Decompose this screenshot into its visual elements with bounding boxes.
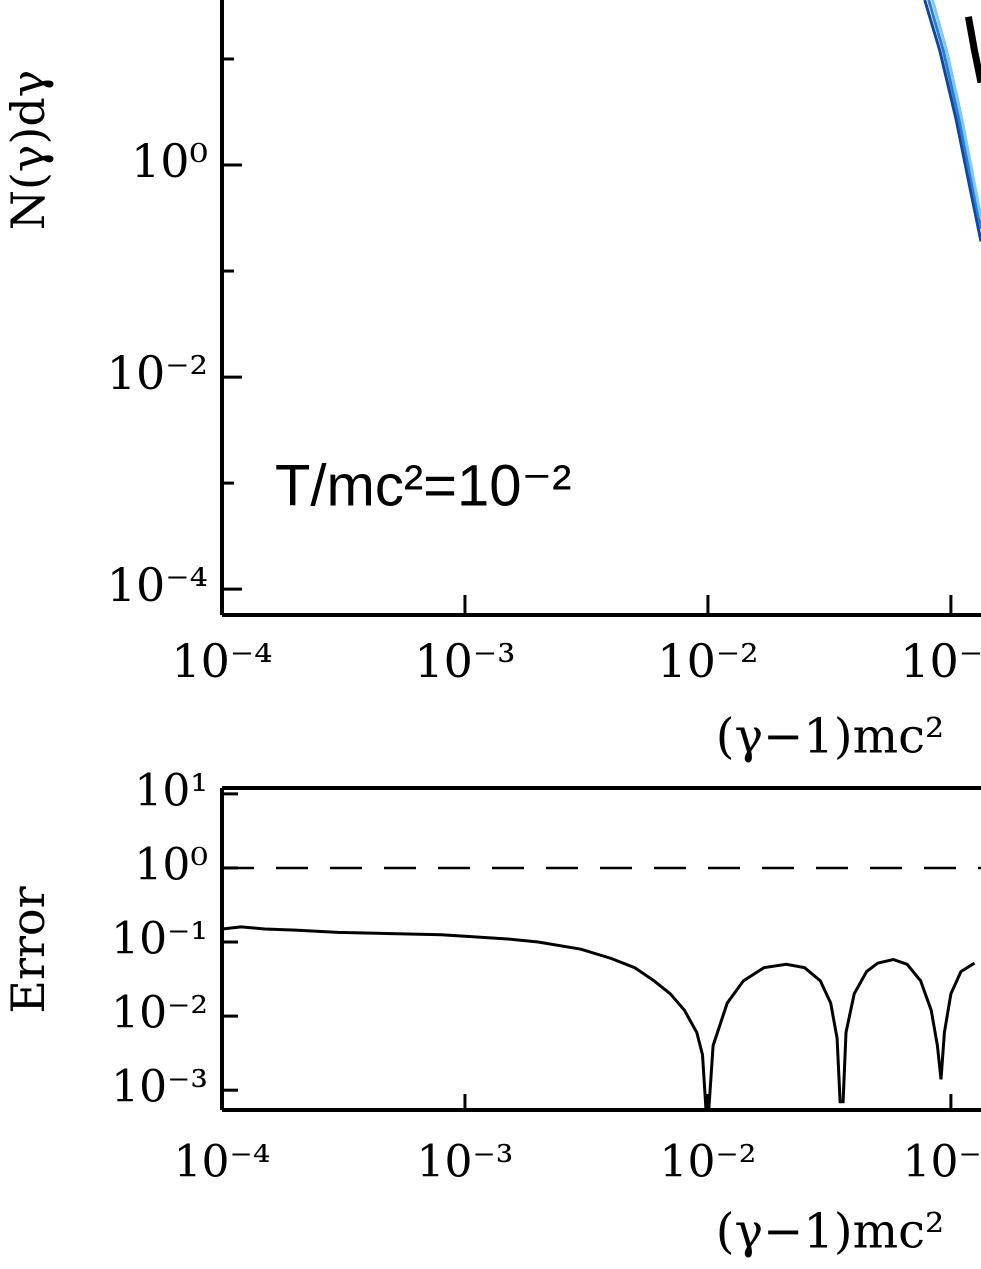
- x-tick-label: 10⁻³: [417, 1137, 514, 1188]
- y-tick-label: 10⁻²: [107, 346, 208, 400]
- y-tick-label: 10¹: [134, 765, 208, 816]
- x-tick-label: 10⁻³: [414, 634, 515, 688]
- plot-area: [923, 0, 981, 242]
- data-line: [923, 0, 981, 242]
- x-tick-label: 10⁻²: [660, 1137, 757, 1188]
- x-tick-label: 10⁻²: [657, 634, 758, 688]
- y-axis-title: Error: [1, 886, 55, 1013]
- annotation: T/mc²=10⁻²: [275, 453, 572, 518]
- data-line: [222, 925, 976, 1109]
- plot-area: [222, 866, 981, 1109]
- data-line: [927, 0, 981, 230]
- y-tick-label: 10⁰: [131, 134, 208, 188]
- data-line: [964, 16, 981, 84]
- x-tick-label: 10⁻⁴: [171, 634, 272, 688]
- x-axis-title: (γ−1)mc²: [716, 1204, 945, 1260]
- x-tick-label: 10⁻⁴: [174, 1137, 271, 1188]
- y-tick-label: 10⁰: [134, 839, 208, 890]
- x-tick-label: 10⁻¹: [902, 1137, 981, 1188]
- data-line: [931, 0, 981, 218]
- y-tick-label: 10⁻³: [111, 1062, 208, 1113]
- x-tick-label: 10⁻¹: [900, 634, 981, 688]
- y-tick-label: 10⁻¹: [111, 914, 208, 965]
- y-axis-title: N(γ)dγ: [1, 70, 55, 231]
- x-axis-title: (γ−1)mc²: [716, 709, 945, 765]
- y-tick-label: 10⁻⁴: [107, 558, 208, 612]
- y-tick-label: 10⁻²: [111, 988, 208, 1039]
